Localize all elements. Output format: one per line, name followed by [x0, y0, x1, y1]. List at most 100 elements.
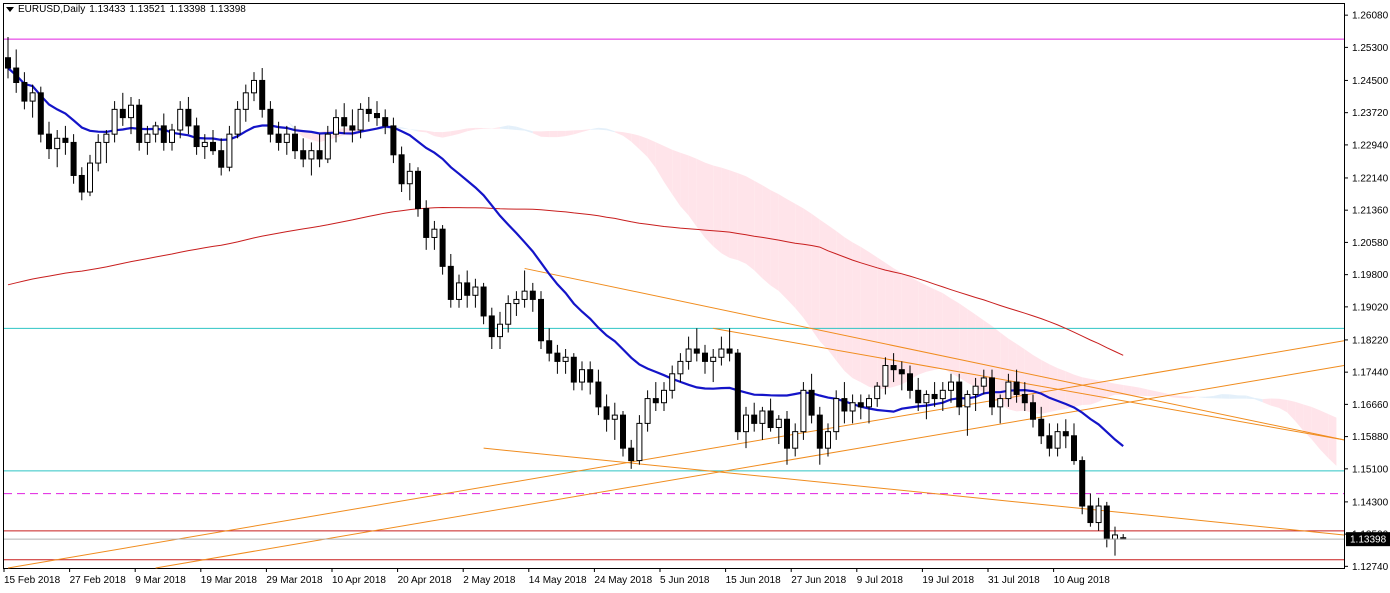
candle-body	[300, 150, 307, 160]
cloud-segment	[844, 237, 853, 379]
candle-body	[119, 108, 126, 119]
candle	[390, 117, 397, 164]
x-tick-label: 15 Jun 2018	[726, 575, 781, 586]
candle	[898, 361, 905, 391]
candle-body	[702, 352, 708, 362]
candle-body	[136, 104, 143, 143]
cloud-segment	[869, 251, 878, 389]
candle-body	[29, 92, 36, 102]
candle	[398, 146, 405, 192]
y-tick-label: 1.22140	[1352, 173, 1389, 184]
cloud-segment	[524, 129, 533, 134]
candle-body	[333, 117, 339, 135]
candle	[439, 225, 446, 275]
y-tick-label: 1.20580	[1352, 238, 1389, 249]
y-tick-label: 1.12740	[1352, 562, 1389, 573]
candle-body	[726, 348, 733, 354]
candle-body	[341, 117, 348, 127]
candle-body	[734, 352, 741, 433]
candle	[333, 109, 339, 143]
candle	[37, 86, 44, 143]
candle	[726, 328, 733, 362]
candle	[497, 311, 503, 350]
candle	[226, 125, 233, 172]
cloud-segment	[1139, 387, 1148, 397]
chart-header: EURUSD,Daily 1.13433 1.13521 1.13398 1.13398	[6, 4, 250, 15]
x-tick-label: 9 Jul 2018	[857, 575, 904, 586]
candle-body	[857, 402, 864, 408]
candle	[825, 423, 831, 457]
candle-body	[439, 228, 446, 267]
candle	[275, 121, 282, 151]
candle-body	[1030, 402, 1036, 420]
candle-body	[169, 129, 175, 143]
cloud-segment	[623, 132, 632, 142]
candle-body	[784, 418, 790, 449]
candle-body	[808, 389, 815, 416]
cloud-segment	[1246, 395, 1255, 400]
candle-body	[95, 141, 102, 164]
candle-body	[456, 282, 462, 300]
x-tick-label: 27 Jun 2018	[791, 575, 846, 586]
dropdown-triangle-icon[interactable]	[6, 6, 14, 12]
x-tick-label: 19 Jul 2018	[922, 575, 974, 586]
x-tick-label: 9 Mar 2018	[135, 575, 186, 586]
candle	[1079, 456, 1086, 515]
cloud-segment	[942, 293, 951, 374]
candle-body	[70, 141, 77, 176]
cloud-segment	[713, 165, 722, 254]
candle	[415, 167, 421, 217]
candle-body	[128, 104, 134, 119]
x-tick-label: 24 May 2018	[594, 575, 652, 586]
candle-body	[1103, 505, 1110, 540]
candle	[1095, 497, 1102, 531]
cloud-segment	[1008, 338, 1017, 412]
candle	[1021, 382, 1028, 411]
candle-body	[505, 303, 512, 325]
candle-body	[546, 340, 553, 354]
current-price-label: 1.13398	[1350, 535, 1387, 546]
cloud-segment	[1287, 399, 1296, 422]
candle	[948, 373, 954, 403]
candle	[997, 394, 1004, 424]
candle	[78, 167, 85, 201]
candle-body	[948, 381, 954, 391]
candle	[1062, 419, 1069, 449]
cloud-segment	[672, 149, 681, 207]
candle	[70, 134, 77, 184]
candle-body	[1062, 431, 1069, 437]
candle	[152, 121, 159, 143]
candle-body	[521, 290, 528, 300]
candle	[538, 291, 544, 350]
y-tick-label: 1.19800	[1352, 270, 1389, 281]
candle-body	[800, 389, 807, 433]
candle-body	[488, 315, 495, 338]
candle-body	[964, 393, 971, 408]
candle	[242, 84, 249, 122]
candle-body	[570, 356, 577, 383]
cloud-segment	[770, 190, 779, 291]
candle	[890, 353, 897, 383]
cloud-segment	[1221, 394, 1230, 399]
candle	[1054, 423, 1061, 457]
candle	[103, 130, 110, 164]
candle-body	[587, 369, 594, 383]
candle-body	[693, 348, 700, 354]
candle-body	[54, 137, 61, 150]
y-tick-label: 1.25300	[1352, 43, 1389, 54]
candle	[734, 349, 741, 440]
candle	[160, 113, 167, 151]
candle	[177, 101, 184, 139]
candle-body	[431, 228, 438, 238]
cloud-segment	[541, 131, 550, 138]
x-tick-label: 27 Feb 2018	[70, 575, 127, 586]
candle	[267, 101, 274, 143]
trendlines	[7, 267, 1345, 569]
cloud-segment	[442, 131, 451, 138]
candle-body	[472, 286, 479, 296]
candle	[718, 336, 725, 366]
cloud-segment	[1295, 401, 1304, 432]
candle	[431, 220, 438, 250]
candle-body	[939, 389, 946, 400]
